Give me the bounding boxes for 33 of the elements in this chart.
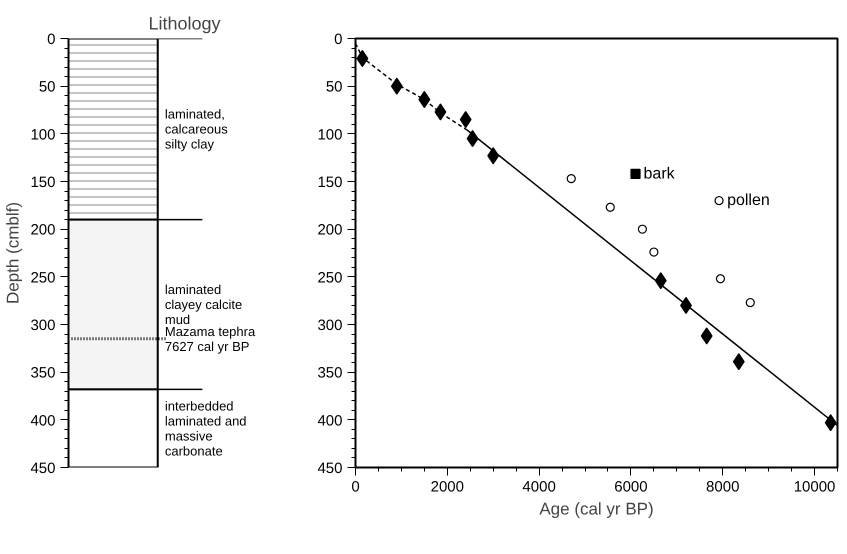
y-tick-label: 50 <box>38 78 56 96</box>
y-tick-label: 250 <box>317 269 343 286</box>
y-tick-label: 0 <box>47 31 56 48</box>
annotation: bark <box>644 165 676 182</box>
chart-title: Lithology <box>148 14 221 34</box>
y-tick-label: 0 <box>334 31 342 48</box>
x-tick-label: 4000 <box>522 478 556 496</box>
annotation: pollen <box>727 192 770 210</box>
y-axis-title: Depth (cmblf) <box>3 202 22 304</box>
y-tick-label: 50 <box>326 78 343 96</box>
y-tick-label: 400 <box>317 412 343 430</box>
y-tick-label: 300 <box>30 317 56 334</box>
y-tick-label: 100 <box>30 126 56 144</box>
x-tick-label: 6000 <box>614 478 648 496</box>
legend-label: interbedded laminated and massive carbonate <box>164 398 247 458</box>
y-tick-label: 200 <box>30 222 56 239</box>
x-tick-label: 10000 <box>794 478 836 496</box>
x-tick-label: 8000 <box>706 478 740 496</box>
y-tick-label: 400 <box>30 412 56 430</box>
y-tick-label: 450 <box>317 460 343 477</box>
x-tick-label: 0 <box>351 478 360 496</box>
y-tick-label: 150 <box>30 174 56 191</box>
y-tick-label: 350 <box>317 364 343 382</box>
y-tick-label: 100 <box>317 126 343 144</box>
x-tick-label: 2000 <box>430 478 464 496</box>
y-tick-label: 450 <box>30 460 56 477</box>
series-label: laminated, calcareous silty clay <box>164 106 228 152</box>
y-tick-label: 250 <box>30 269 56 286</box>
y-tick-label: 200 <box>317 222 343 239</box>
y-tick-label: 350 <box>30 364 56 382</box>
y-tick-label: 300 <box>317 317 343 334</box>
x-axis-title: Age (cal yr BP) <box>539 500 654 518</box>
y-tick-label: 150 <box>317 174 343 191</box>
